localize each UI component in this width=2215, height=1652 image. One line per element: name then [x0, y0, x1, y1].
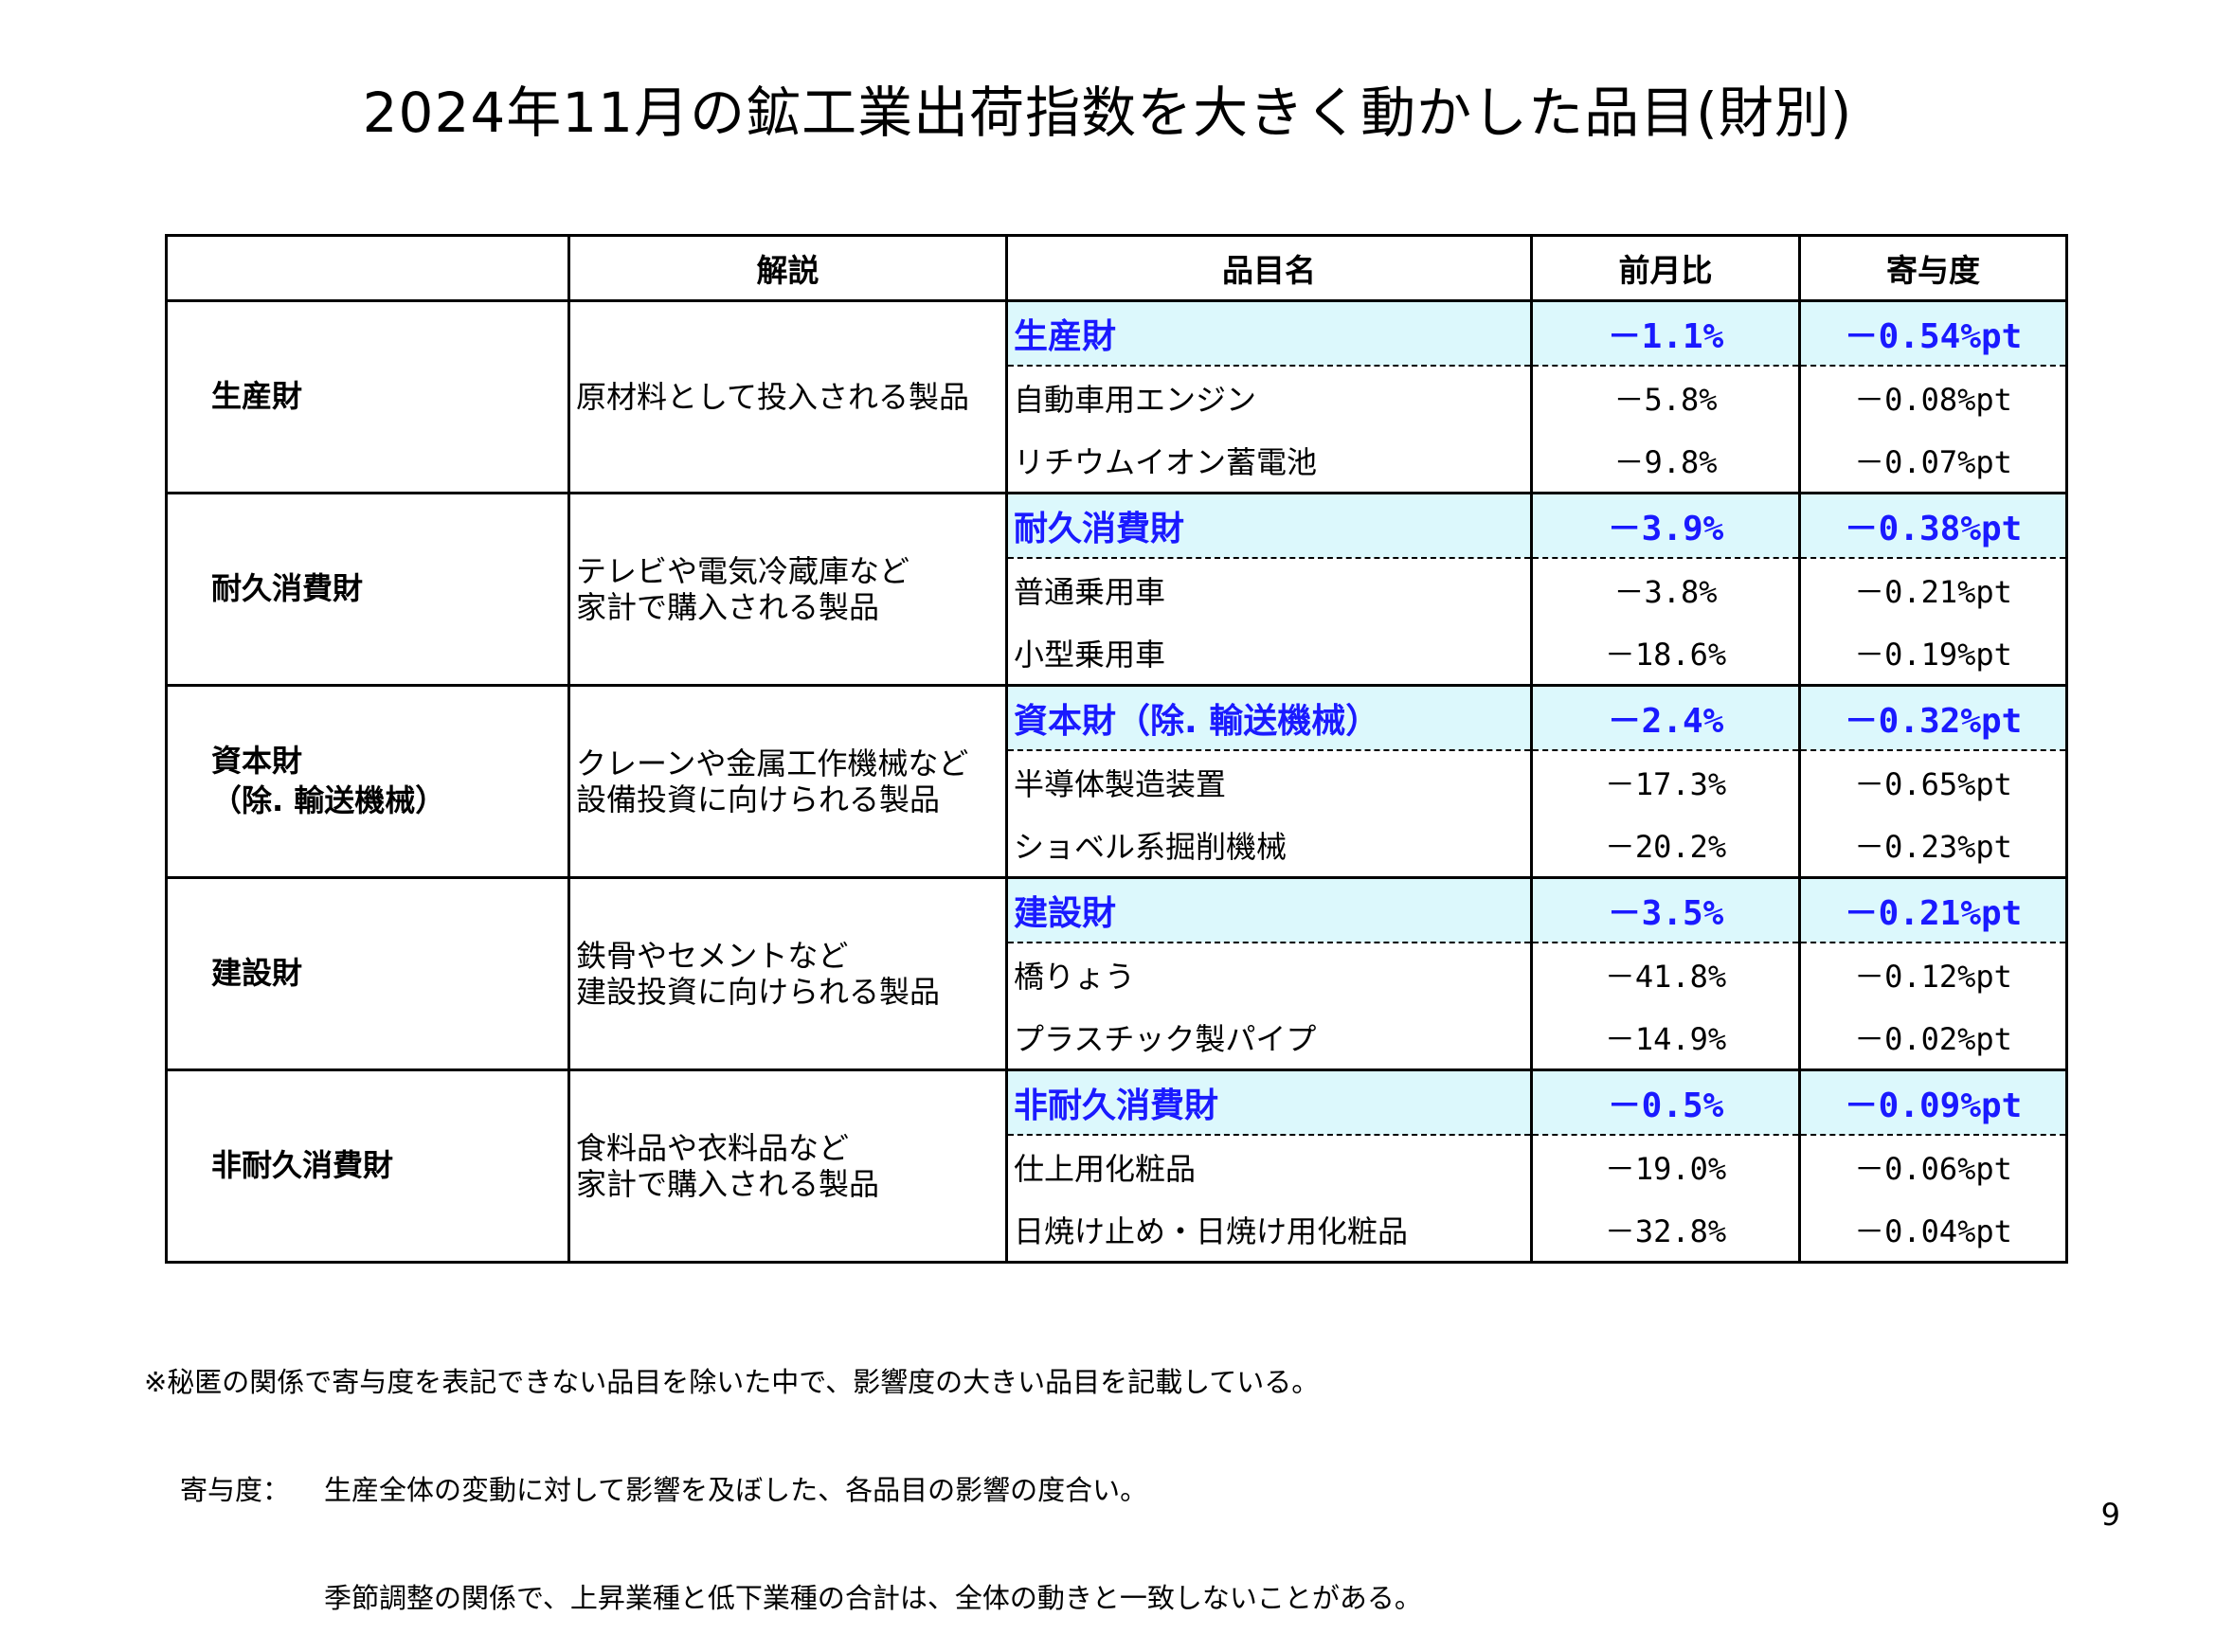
- summary-item: 非耐久消費財: [1005, 1068, 1533, 1136]
- item-contribution: －0.23%pt: [1798, 814, 2068, 879]
- table-row: 耐久消費財 テレビや電気冷蔵庫など 家計で購入される製品 耐久消費財 －3.9% …: [165, 492, 2068, 687]
- table-row: 生産財 原材料として投入される製品 生産財 －1.1% －0.54%pt: [165, 299, 2068, 494]
- summary-contribution: －0.54%pt: [1798, 299, 2068, 367]
- item-name: 仕上用化粧品: [1005, 1135, 1533, 1198]
- table-row: ショベル系掘削機械 －20.2% －0.23%pt: [167, 814, 2068, 879]
- item-contribution: －0.19%pt: [1798, 621, 2068, 687]
- item-name: 日焼け止め・日焼け用化粧品: [1005, 1198, 1533, 1264]
- item-contribution: －0.12%pt: [1798, 943, 2068, 1006]
- item-contribution: －0.21%pt: [1798, 558, 2068, 621]
- item-mom: －9.8%: [1530, 429, 1801, 494]
- item-mom: －5.8%: [1530, 366, 1801, 429]
- page-title: 2024年11月の鉱工業出荷指数を大きく動かした品目(財別): [362, 81, 1853, 145]
- item-name: ショベル系掘削機械: [1005, 814, 1533, 879]
- summary-item: 建設財: [1005, 876, 1533, 943]
- group-label: 生産財: [165, 299, 570, 494]
- item-mom: －14.9%: [1530, 1006, 1801, 1071]
- item-mom: －20.2%: [1530, 814, 1801, 879]
- group-label: 耐久消費財: [165, 492, 570, 687]
- table-row: 半導体製造装置 －17.3% －0.65%pt: [167, 750, 2068, 814]
- item-name: 自動車用エンジン: [1005, 366, 1533, 429]
- page-number: 9: [2100, 1497, 2120, 1533]
- footnotes: ※秘匿の関係で寄与度を表記できない品目を除いた中で、影響度の大きい品目を記載して…: [144, 1292, 1422, 1652]
- summary-item: 資本財（除. 輸送機械）: [1005, 684, 1533, 751]
- table-row: 建設財 鉄骨やセメントなど 建設投資に向けられる製品 建設財 －3.5% －0.2…: [165, 876, 2068, 1071]
- item-mom: －3.8%: [1530, 558, 1801, 621]
- footnote-label: 寄与度：: [180, 1474, 291, 1506]
- table-header-row: 解説 品目名 前月比 寄与度: [165, 234, 2068, 302]
- item-name: 普通乗用車: [1005, 558, 1533, 621]
- header-month-over-month: 前月比: [1530, 234, 1801, 302]
- summary-contribution: －0.09%pt: [1798, 1068, 2068, 1136]
- summary-mom: －0.5%: [1530, 1068, 1801, 1136]
- group-description: 原材料として投入される製品: [567, 299, 1008, 494]
- summary-mom: －1.1%: [1530, 299, 1801, 367]
- footnote-line: 寄与度： 生産全体の変動に対して影響を及ぼした、各品目の影響の度合い。: [144, 1472, 1422, 1508]
- group-description: クレーンや金属工作機械など 設備投資に向けられる製品: [567, 684, 1008, 879]
- shipment-items-table: 解説 品目名 前月比 寄与度 生産財 原材料として投入される製品 生産財 －1.…: [165, 234, 2068, 1264]
- header-contribution: 寄与度: [1798, 234, 2068, 302]
- table-row: 橋りょう －41.8% －0.12%pt: [167, 943, 2068, 1006]
- group-description: 食料品や衣料品など 家計で購入される製品: [567, 1068, 1008, 1264]
- item-name: 半導体製造装置: [1005, 750, 1533, 814]
- table-row: 資本財 （除. 輸送機械） クレーンや金属工作機械など 設備投資に向けられる製品 資…: [165, 684, 2068, 879]
- table-row: プラスチック製パイプ －14.9% －0.02%pt: [167, 1006, 2068, 1071]
- summary-mom: －3.9%: [1530, 492, 1801, 559]
- summary-contribution: －0.32%pt: [1798, 684, 2068, 751]
- summary-item: 生産財: [1005, 299, 1533, 367]
- item-mom: －19.0%: [1530, 1135, 1801, 1198]
- group-label: 非耐久消費財: [165, 1068, 570, 1264]
- item-name: プラスチック製パイプ: [1005, 1006, 1533, 1071]
- summary-contribution: －0.38%pt: [1798, 492, 2068, 559]
- item-name: 小型乗用車: [1005, 621, 1533, 687]
- group-description: 鉄骨やセメントなど 建設投資に向けられる製品: [567, 876, 1008, 1071]
- table-row: 日焼け止め・日焼け用化粧品 －32.8% －0.04%pt: [167, 1198, 2068, 1264]
- header-group: [165, 234, 570, 302]
- footnote-text: 季節調整の関係で、上昇業種と低下業種の合計は、全体の動きと一致しないことがある。: [324, 1582, 1422, 1614]
- table-row: 非耐久消費財 食料品や衣料品など 家計で購入される製品 非耐久消費財 －0.5% …: [165, 1068, 2068, 1264]
- group-description: テレビや電気冷蔵庫など 家計で購入される製品: [567, 492, 1008, 687]
- group-label: 資本財 （除. 輸送機械）: [165, 684, 570, 879]
- item-contribution: －0.02%pt: [1798, 1006, 2068, 1071]
- summary-contribution: －0.21%pt: [1798, 876, 2068, 943]
- item-contribution: －0.08%pt: [1798, 366, 2068, 429]
- item-mom: －32.8%: [1530, 1198, 1801, 1264]
- footnote-line: ※秘匿の関係で寄与度を表記できない品目を除いた中で、影響度の大きい品目を記載して…: [144, 1366, 1320, 1398]
- item-contribution: －0.06%pt: [1798, 1135, 2068, 1198]
- item-mom: －18.6%: [1530, 621, 1801, 687]
- table-row: 自動車用エンジン －5.8% －0.08%pt: [167, 366, 2068, 429]
- item-contribution: －0.65%pt: [1798, 750, 2068, 814]
- table-row: 普通乗用車 －3.8% －0.21%pt: [167, 558, 2068, 621]
- group-label: 建設財: [165, 876, 570, 1071]
- item-name: リチウムイオン蓄電池: [1005, 429, 1533, 494]
- footnote-line: 季節調整の関係で、上昇業種と低下業種の合計は、全体の動きと一致しないことがある。: [144, 1580, 1422, 1616]
- item-contribution: －0.07%pt: [1798, 429, 2068, 494]
- table-row: 小型乗用車 －18.6% －0.19%pt: [167, 621, 2068, 687]
- summary-mom: －2.4%: [1530, 684, 1801, 751]
- item-mom: －41.8%: [1530, 943, 1801, 1006]
- table-row: リチウムイオン蓄電池 －9.8% －0.07%pt: [167, 429, 2068, 494]
- summary-item: 耐久消費財: [1005, 492, 1533, 559]
- header-description: 解説: [567, 234, 1008, 302]
- footnote-text: 生産全体の変動に対して影響を及ぼした、各品目の影響の度合い。: [324, 1474, 1148, 1506]
- header-item-name: 品目名: [1005, 234, 1533, 302]
- table-row: 仕上用化粧品 －19.0% －0.06%pt: [167, 1135, 2068, 1198]
- item-name: 橋りょう: [1005, 943, 1533, 1006]
- summary-mom: －3.5%: [1530, 876, 1801, 943]
- item-mom: －17.3%: [1530, 750, 1801, 814]
- item-contribution: －0.04%pt: [1798, 1198, 2068, 1264]
